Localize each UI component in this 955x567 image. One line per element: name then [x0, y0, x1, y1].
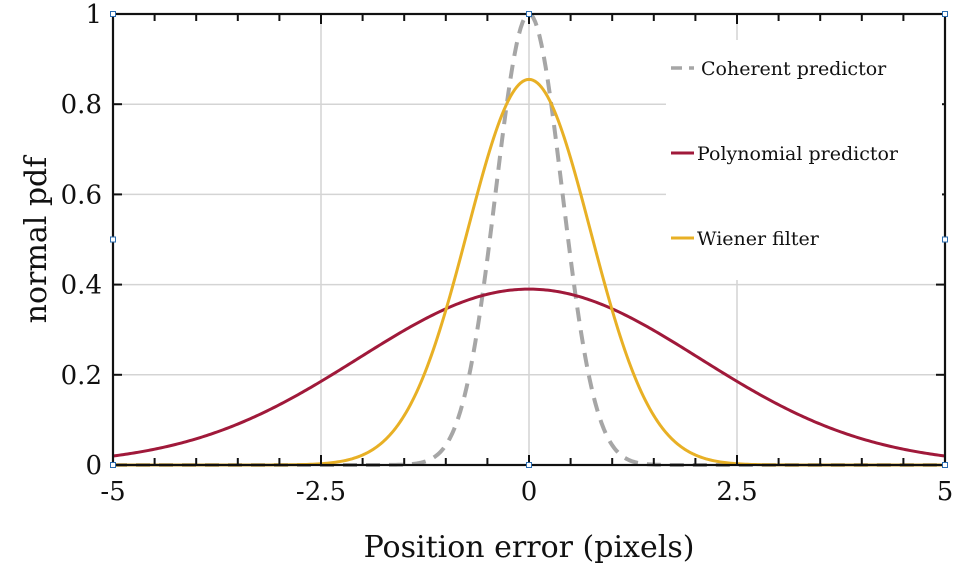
x-tick-label: -5 [100, 477, 125, 507]
selection-handle [526, 11, 532, 17]
selection-handle [526, 462, 532, 468]
selection-handle [110, 11, 116, 17]
legend-label-polynomial-predictor: Polynomial predictor [697, 143, 899, 165]
y-tick-label: 1 [85, 0, 102, 30]
selection-handle [110, 236, 116, 243]
x-tick-label: -2.5 [296, 477, 346, 507]
x-tick-label: 0 [521, 477, 538, 507]
y-tick-label: 0 [85, 451, 102, 481]
selection-handle [110, 462, 116, 468]
selection-handle [942, 236, 948, 243]
x-tick-label: 2.5 [716, 477, 757, 507]
legend: Coherent predictor Polynomial predictor … [666, 40, 942, 280]
y-tick-label: 0.8 [61, 90, 102, 120]
y-tick-label: 0.6 [61, 180, 102, 210]
series-line-polynomial-predictor [112, 287, 946, 458]
x-axis-title: Position error (pixels) [364, 530, 695, 565]
tick-labels: -5 -2.5 0 2.5 5 0 0.2 0.4 0.6 0.8 1 [61, 0, 954, 507]
y-axis-title: normal pdf [19, 155, 54, 324]
legend-background [666, 40, 942, 280]
x-tick-label: 5 [937, 477, 954, 507]
legend-label-coherent-predictor: Coherent predictor [701, 58, 887, 80]
selection-handle [942, 462, 948, 468]
legend-label-wiener-filter: Wiener filter [697, 228, 820, 250]
axes [110, 11, 948, 468]
y-tick-label: 0.4 [61, 271, 102, 301]
y-tick-label: 0.2 [61, 361, 102, 391]
selection-handle [942, 11, 948, 17]
